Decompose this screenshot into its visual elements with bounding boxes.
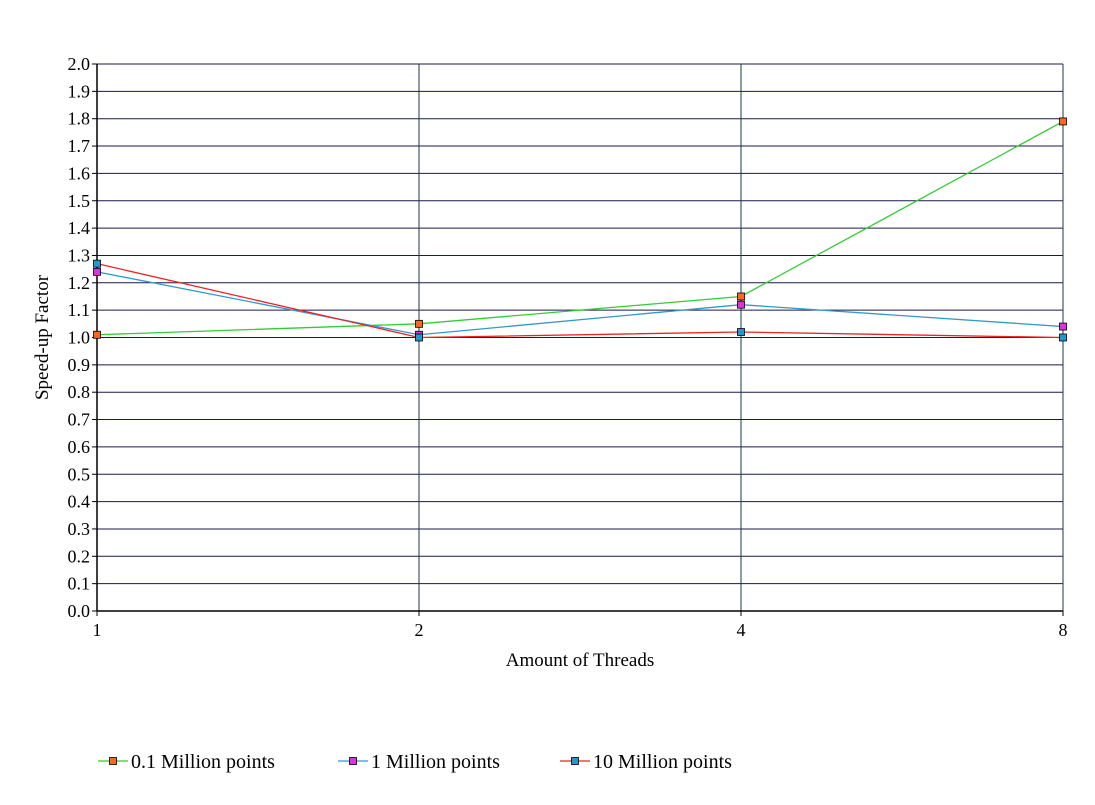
y-tick-label: 1.7 [68, 136, 91, 156]
series-10m-point [415, 333, 423, 342]
y-tick-label: 0.5 [68, 464, 91, 484]
legend-marker [109, 757, 117, 765]
y-tick-label: 0.4 [68, 492, 91, 512]
series-lines [96, 120, 1064, 339]
grid [96, 63, 1064, 612]
legend-marker [349, 757, 357, 765]
y-tick-label: 0.7 [68, 410, 91, 430]
series-1m-point [1059, 322, 1067, 331]
y-tick-label: 1.0 [68, 328, 91, 348]
y-tick-label: 1.3 [68, 245, 91, 265]
y-tick-label: 1.4 [68, 218, 91, 238]
y-tick-label: 1.6 [68, 163, 91, 183]
y-tick-label: 2.0 [68, 54, 91, 74]
y-tick-label: 1.5 [68, 191, 91, 211]
y-tick-label: 1.1 [68, 300, 91, 320]
y-axis-title: Speed-up Factor [32, 274, 53, 400]
y-tick-label: 1.2 [68, 273, 91, 293]
legend-label: 0.1 Million points [131, 751, 275, 773]
series-0-1m-line [96, 120, 1064, 336]
axes [92, 63, 1064, 616]
x-tick-label: 4 [737, 620, 746, 640]
legend-label: 10 Million points [593, 751, 732, 773]
series-markers [93, 117, 1067, 342]
y-tick-label: 0.2 [68, 546, 91, 566]
series-0-1m-point [1059, 117, 1067, 126]
y-tick-label: 0.6 [68, 437, 91, 457]
y-tick-label: 0.8 [68, 382, 91, 402]
y-tick-label: 0.9 [68, 355, 91, 375]
legend-label: 1 Million points [371, 751, 500, 773]
series-10m-point [1059, 333, 1067, 342]
series-10m-point [737, 328, 745, 336]
x-tick-label: 8 [1059, 620, 1068, 640]
y-tick-label: 1.8 [68, 109, 91, 129]
y-tick-label: 0.0 [68, 601, 91, 621]
series-1m-point [93, 267, 101, 276]
series-1m-line [96, 271, 1064, 336]
series-0-1m-point [415, 319, 423, 328]
x-axis-title: Amount of Threads [506, 650, 654, 671]
legend-marker [571, 757, 579, 765]
y-tick-label: 0.1 [68, 574, 91, 594]
x-tick-label: 2 [415, 620, 424, 640]
x-tick-label: 1 [93, 620, 102, 640]
series-10m-line [96, 263, 1064, 339]
series-0-1m-point [93, 330, 101, 339]
y-tick-label: 0.3 [68, 519, 91, 539]
legend: 0.1 Million points 1 Million points 10 Mil… [98, 751, 732, 773]
y-tick-label: 1.9 [68, 81, 91, 101]
series-10m-point [93, 259, 101, 268]
series-0-1m-point [737, 292, 745, 301]
y-tick-labels: 0.0 0.1 0.2 0.3 0.4 0.5 0.6 0.7 0.8 0.9 1.0 1.1 1.2 1… [68, 54, 91, 621]
x-tick-labels: 1 2 4 8 [93, 620, 1068, 640]
series-1m-point [737, 300, 745, 309]
